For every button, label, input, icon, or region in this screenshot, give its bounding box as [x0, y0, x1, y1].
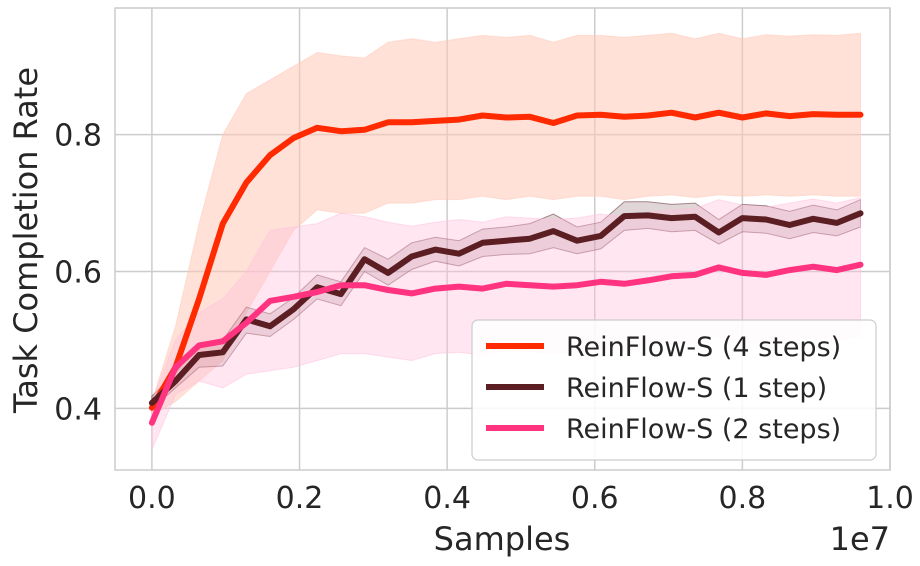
legend-label: ReinFlow-S (4 steps) — [566, 332, 841, 363]
x-tick-label: 0.8 — [719, 481, 767, 516]
x-tick-labels: 0.0 0.2 0.4 0.6 0.8 1.0 — [128, 481, 914, 516]
y-tick-labels: 0.4 0.6 0.8 — [54, 119, 102, 428]
plot-frame — [114, 7, 891, 471]
y-axis-label: Task Completion Rate — [7, 67, 45, 414]
series-lines — [148, 109, 864, 426]
y-tick-label: 0.6 — [54, 256, 102, 291]
x-offset-label: 1e7 — [830, 520, 890, 558]
y-tick-label: 0.8 — [54, 119, 102, 154]
x-axis-label: Samples — [434, 520, 571, 558]
series-line — [148, 210, 864, 406]
y-tick-label: 0.4 — [54, 392, 102, 427]
x-tick-label: 0.0 — [128, 481, 176, 516]
legend-box — [471, 319, 877, 461]
legend-label: ReinFlow-S (1 step) — [566, 373, 827, 404]
x-tick-label: 1.0 — [866, 481, 914, 516]
x-tick-label: 0.4 — [423, 481, 471, 516]
legend: ReinFlow-S (4 steps) ReinFlow-S (1 step) R… — [471, 319, 877, 461]
series-line — [148, 109, 864, 411]
x-tick-label: 0.2 — [276, 481, 324, 516]
x-tick-label: 0.6 — [571, 481, 619, 516]
series-line — [148, 261, 864, 426]
legend-label: ReinFlow-S (2 steps) — [566, 414, 841, 445]
